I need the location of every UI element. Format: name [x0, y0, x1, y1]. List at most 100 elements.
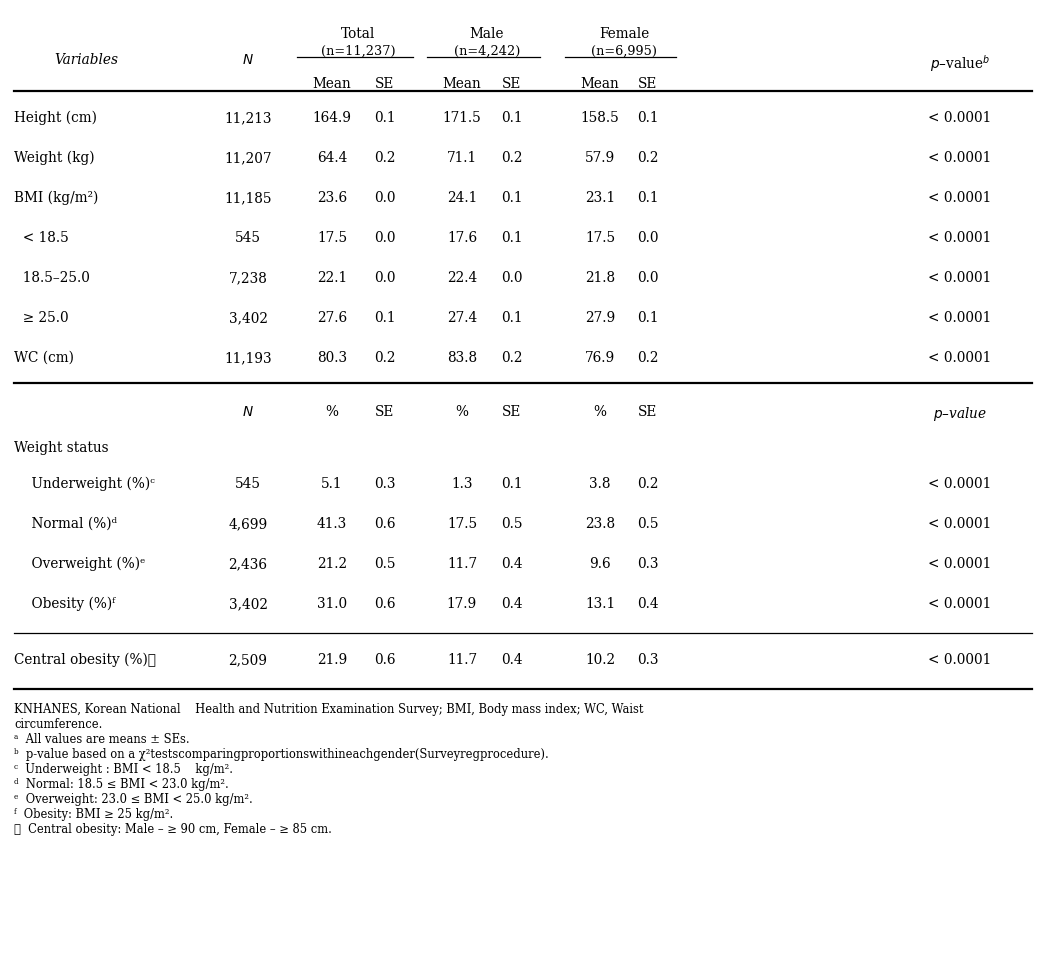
Text: 17.6: 17.6 — [447, 231, 477, 245]
Text: 0.6: 0.6 — [374, 597, 395, 611]
Text: BMI (kg/m²): BMI (kg/m²) — [14, 191, 98, 205]
Text: 76.9: 76.9 — [585, 351, 615, 365]
Text: 2,436: 2,436 — [228, 557, 268, 571]
Text: 0.2: 0.2 — [374, 151, 395, 165]
Text: 17.5: 17.5 — [317, 231, 347, 245]
Text: 5.1: 5.1 — [321, 477, 343, 491]
Text: 23.1: 23.1 — [585, 191, 615, 205]
Text: 0.2: 0.2 — [637, 151, 659, 165]
Text: 80.3: 80.3 — [317, 351, 347, 365]
Text: 0.4: 0.4 — [637, 597, 659, 611]
Text: Obesity (%)ᶠ: Obesity (%)ᶠ — [14, 597, 115, 611]
Text: 27.4: 27.4 — [447, 311, 477, 325]
Text: 0.2: 0.2 — [637, 351, 659, 365]
Text: 0.6: 0.6 — [374, 653, 395, 667]
Text: SE: SE — [502, 77, 522, 91]
Text: 23.8: 23.8 — [585, 517, 615, 531]
Text: 18.5–25.0: 18.5–25.0 — [14, 271, 90, 285]
Text: 158.5: 158.5 — [581, 111, 619, 125]
Text: 83.8: 83.8 — [447, 351, 477, 365]
Text: 0.5: 0.5 — [374, 557, 395, 571]
Text: 27.6: 27.6 — [317, 311, 347, 325]
Text: 1.3: 1.3 — [451, 477, 473, 491]
Text: < 0.0001: < 0.0001 — [929, 311, 992, 325]
Text: Mean: Mean — [442, 77, 481, 91]
Text: 64.4: 64.4 — [317, 151, 347, 165]
Text: 3,402: 3,402 — [228, 597, 268, 611]
Text: ᵃ  All values are means ± SEs.: ᵃ All values are means ± SEs. — [14, 733, 189, 746]
Text: 71.1: 71.1 — [447, 151, 477, 165]
Text: 0.2: 0.2 — [374, 351, 395, 365]
Text: 0.4: 0.4 — [501, 597, 523, 611]
Text: Underweight (%)ᶜ: Underweight (%)ᶜ — [14, 477, 155, 491]
Text: < 0.0001: < 0.0001 — [929, 653, 992, 667]
Text: 9.6: 9.6 — [589, 557, 611, 571]
Text: KNHANES, Korean National    Health and Nutrition Examination Survey; BMI, Body m: KNHANES, Korean National Health and Nutr… — [14, 703, 643, 716]
Text: %: % — [455, 405, 469, 419]
Text: 0.1: 0.1 — [637, 311, 659, 325]
Text: SE: SE — [502, 405, 522, 419]
Text: 11.7: 11.7 — [447, 653, 477, 667]
Text: ᶠ  Obesity: BMI ≥ 25 kg/m².: ᶠ Obesity: BMI ≥ 25 kg/m². — [14, 808, 174, 821]
Text: (n=4,242): (n=4,242) — [454, 45, 520, 58]
Text: ≥ 25.0: ≥ 25.0 — [14, 311, 69, 325]
Text: 13.1: 13.1 — [585, 597, 615, 611]
Text: 21.2: 21.2 — [317, 557, 347, 571]
Text: 11,193: 11,193 — [224, 351, 272, 365]
Text: SE: SE — [376, 77, 394, 91]
Text: Weight status: Weight status — [14, 441, 109, 455]
Text: 0.2: 0.2 — [501, 151, 523, 165]
Text: 11.7: 11.7 — [447, 557, 477, 571]
Text: < 0.0001: < 0.0001 — [929, 477, 992, 491]
Text: 3.8: 3.8 — [589, 477, 611, 491]
Text: < 0.0001: < 0.0001 — [929, 351, 992, 365]
Text: 24.1: 24.1 — [447, 191, 477, 205]
Text: 21.8: 21.8 — [585, 271, 615, 285]
Text: 27.9: 27.9 — [585, 311, 615, 325]
Text: 0.4: 0.4 — [501, 557, 523, 571]
Text: 4,699: 4,699 — [228, 517, 268, 531]
Text: SE: SE — [638, 77, 658, 91]
Text: < 0.0001: < 0.0001 — [929, 517, 992, 531]
Text: Mean: Mean — [581, 77, 619, 91]
Text: 0.6: 0.6 — [374, 517, 395, 531]
Text: 545: 545 — [235, 231, 262, 245]
Text: 0.1: 0.1 — [374, 311, 395, 325]
Text: ᵇ  p-value based on a χ²testscomparingproportionswithineachgender(Surveyregproce: ᵇ p-value based on a χ²testscomparingpro… — [14, 748, 549, 761]
Text: 0.1: 0.1 — [501, 477, 523, 491]
Text: 2,509: 2,509 — [228, 653, 268, 667]
Text: 3,402: 3,402 — [228, 311, 268, 325]
Text: %: % — [593, 405, 607, 419]
Text: 545: 545 — [235, 477, 262, 491]
Text: ᶜ  Underweight : BMI < 18.5    kg/m².: ᶜ Underweight : BMI < 18.5 kg/m². — [14, 763, 233, 776]
Text: 0.0: 0.0 — [374, 271, 395, 285]
Text: Mean: Mean — [313, 77, 351, 91]
Text: 0.0: 0.0 — [501, 271, 523, 285]
Text: < 18.5: < 18.5 — [14, 231, 69, 245]
Text: Normal (%)ᵈ: Normal (%)ᵈ — [14, 517, 117, 531]
Text: 0.0: 0.0 — [637, 271, 659, 285]
Text: 21.9: 21.9 — [317, 653, 347, 667]
Text: 23.6: 23.6 — [317, 191, 347, 205]
Text: ᵈ  Normal: 18.5 ≤ BMI < 23.0 kg/m².: ᵈ Normal: 18.5 ≤ BMI < 23.0 kg/m². — [14, 778, 229, 791]
Text: $p$–value$^{b}$: $p$–value$^{b}$ — [930, 53, 991, 73]
Text: < 0.0001: < 0.0001 — [929, 151, 992, 165]
Text: 0.1: 0.1 — [637, 191, 659, 205]
Text: 0.2: 0.2 — [637, 477, 659, 491]
Text: 7,238: 7,238 — [229, 271, 268, 285]
Text: 17.9: 17.9 — [447, 597, 477, 611]
Text: 0.3: 0.3 — [374, 477, 395, 491]
Text: 0.1: 0.1 — [501, 111, 523, 125]
Text: 17.5: 17.5 — [447, 517, 477, 531]
Text: 0.5: 0.5 — [501, 517, 523, 531]
Text: Male: Male — [470, 27, 504, 41]
Text: < 0.0001: < 0.0001 — [929, 191, 992, 205]
Text: 0.0: 0.0 — [374, 231, 395, 245]
Text: Variables: Variables — [54, 53, 118, 67]
Text: SE: SE — [638, 405, 658, 419]
Text: Height (cm): Height (cm) — [14, 111, 97, 126]
Text: 22.4: 22.4 — [447, 271, 477, 285]
Text: 164.9: 164.9 — [313, 111, 351, 125]
Text: $p$–value: $p$–value — [933, 405, 987, 423]
Text: < 0.0001: < 0.0001 — [929, 231, 992, 245]
